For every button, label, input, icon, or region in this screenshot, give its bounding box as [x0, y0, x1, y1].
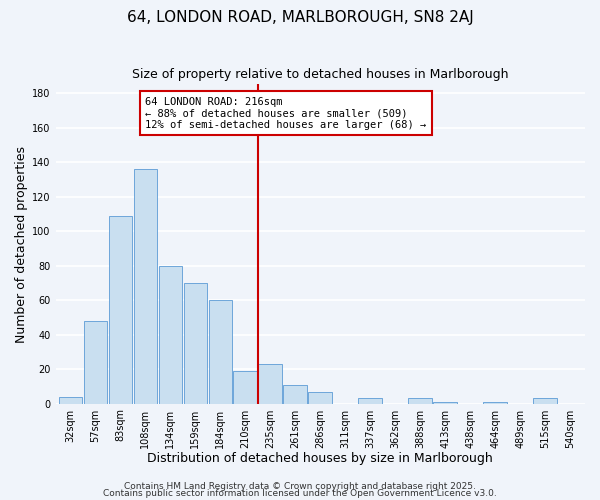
- Bar: [109, 216, 133, 404]
- Bar: [233, 371, 257, 404]
- Bar: [433, 402, 457, 404]
- Bar: [259, 364, 282, 404]
- Text: 64 LONDON ROAD: 216sqm
← 88% of detached houses are smaller (509)
12% of semi-de: 64 LONDON ROAD: 216sqm ← 88% of detached…: [145, 96, 427, 130]
- Bar: [59, 396, 82, 404]
- Bar: [158, 266, 182, 404]
- Bar: [184, 283, 207, 404]
- Bar: [409, 398, 432, 404]
- Title: Size of property relative to detached houses in Marlborough: Size of property relative to detached ho…: [132, 68, 509, 80]
- Text: Contains public sector information licensed under the Open Government Licence v3: Contains public sector information licen…: [103, 490, 497, 498]
- Bar: [533, 398, 557, 404]
- Text: Contains HM Land Registry data © Crown copyright and database right 2025.: Contains HM Land Registry data © Crown c…: [124, 482, 476, 491]
- Bar: [83, 321, 107, 404]
- Bar: [308, 392, 332, 404]
- X-axis label: Distribution of detached houses by size in Marlborough: Distribution of detached houses by size …: [148, 452, 493, 465]
- Bar: [134, 169, 157, 404]
- Bar: [209, 300, 232, 404]
- Text: 64, LONDON ROAD, MARLBOROUGH, SN8 2AJ: 64, LONDON ROAD, MARLBOROUGH, SN8 2AJ: [127, 10, 473, 25]
- Bar: [358, 398, 382, 404]
- Y-axis label: Number of detached properties: Number of detached properties: [15, 146, 28, 342]
- Bar: [483, 402, 507, 404]
- Bar: [283, 384, 307, 404]
